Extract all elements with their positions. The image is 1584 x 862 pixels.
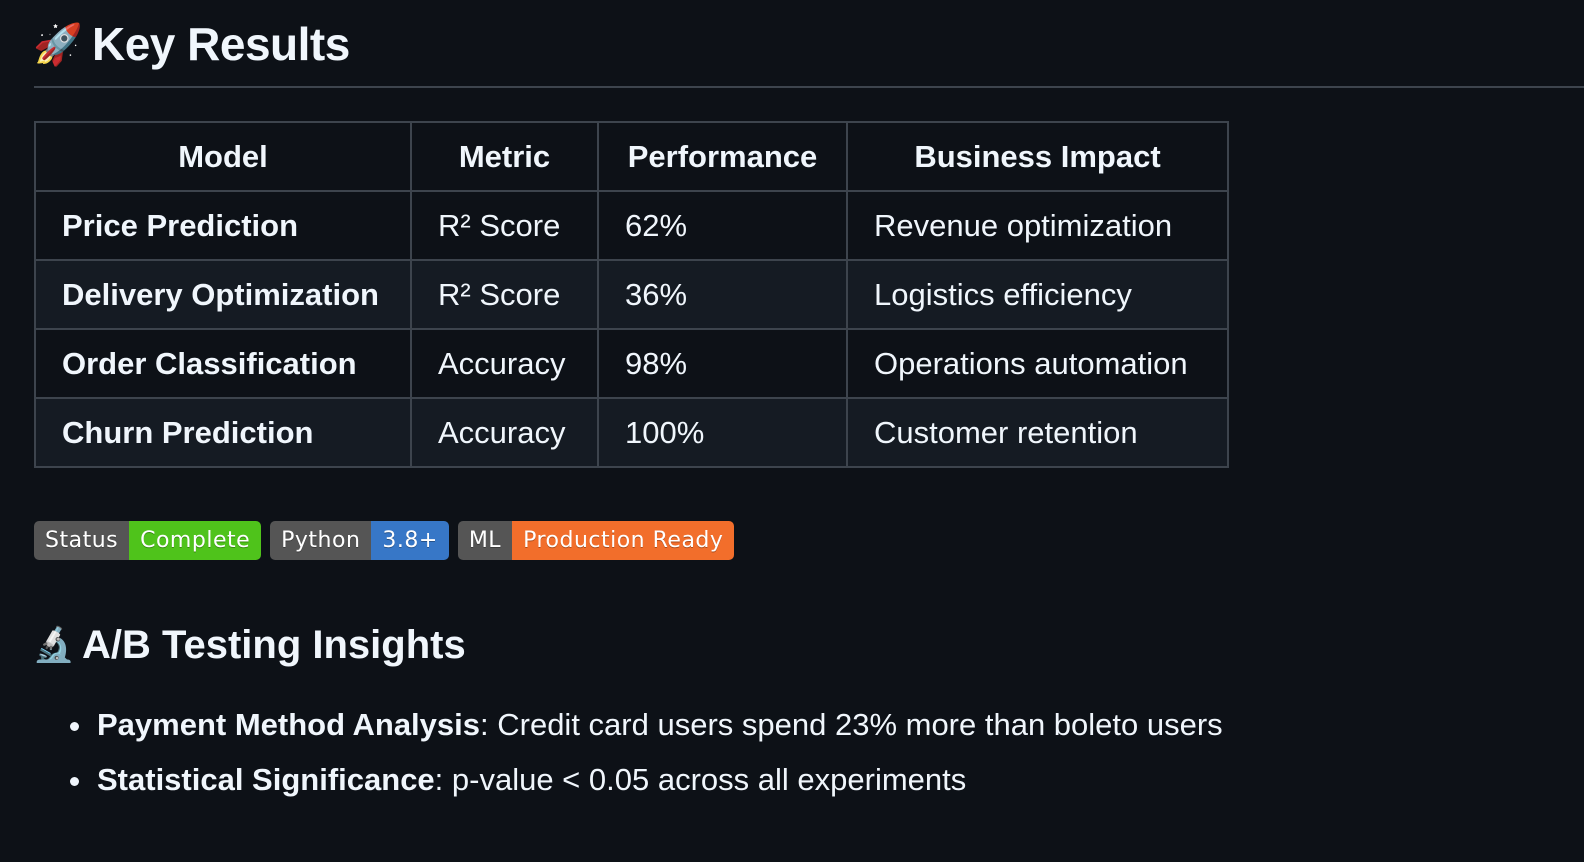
badge-label: ML: [457, 521, 513, 560]
cell-model: Price Prediction: [34, 190, 412, 261]
cell-performance: 100%: [597, 397, 848, 468]
ab-testing-heading: 🔬 A/B Testing Insights: [32, 617, 466, 673]
table-header-row: Model Metric Performance Business Impact: [34, 121, 1229, 192]
microscope-icon: 🔬: [32, 626, 76, 664]
badge-value: Complete: [129, 521, 262, 560]
key-results-title: Key Results: [92, 18, 350, 70]
cell-impact: Operations automation: [846, 328, 1229, 399]
insight-label: Payment Method Analysis: [97, 707, 481, 742]
cell-metric: Accuracy: [410, 328, 599, 399]
ab-testing-title: A/B Testing Insights: [82, 622, 466, 667]
cell-impact: Revenue optimization: [846, 190, 1229, 261]
table-row: Price Prediction R² Score 62% Revenue op…: [34, 190, 1229, 261]
list-item: Statistical Significance: p-value < 0.05…: [70, 755, 1223, 810]
cell-metric: R² Score: [410, 190, 599, 261]
cell-impact: Logistics efficiency: [846, 259, 1229, 330]
header-model: Model: [34, 121, 412, 192]
cell-impact: Customer retention: [846, 397, 1229, 468]
badge-label: Status: [34, 521, 130, 560]
badge-value: 3.8+: [371, 521, 449, 560]
cell-model: Churn Prediction: [34, 397, 412, 468]
cell-model: Delivery Optimization: [34, 259, 412, 330]
badge-row: Status Complete Python 3.8+ ML Productio…: [34, 521, 735, 560]
insight-text: : p-value < 0.05 across all experiments: [434, 762, 967, 797]
header-business-impact: Business Impact: [846, 121, 1229, 192]
badge-label: Python: [270, 521, 372, 560]
insight-label: Statistical Significance: [97, 762, 435, 797]
cell-model: Order Classification: [34, 328, 412, 399]
list-item: Payment Method Analysis: Credit card use…: [70, 700, 1223, 755]
badge-value: Production Ready: [512, 521, 735, 560]
table-row: Order Classification Accuracy 98% Operat…: [34, 328, 1229, 399]
header-metric: Metric: [410, 121, 599, 192]
cell-performance: 36%: [597, 259, 848, 330]
status-badge[interactable]: Status Complete: [34, 521, 262, 560]
cell-metric: Accuracy: [410, 397, 599, 468]
rocket-icon: 🚀: [33, 22, 83, 67]
cell-performance: 62%: [597, 190, 848, 261]
cell-metric: R² Score: [410, 259, 599, 330]
key-results-heading: 🚀 Key Results: [33, 12, 1584, 88]
insights-list: Payment Method Analysis: Credit card use…: [34, 700, 1223, 810]
python-version-badge[interactable]: Python 3.8+: [270, 521, 449, 560]
table-row: Churn Prediction Accuracy 100% Customer …: [34, 397, 1229, 468]
header-performance: Performance: [597, 121, 848, 192]
results-table: Model Metric Performance Business Impact…: [34, 121, 1229, 468]
table-row: Delivery Optimization R² Score 36% Logis…: [34, 259, 1229, 330]
ml-badge[interactable]: ML Production Ready: [457, 521, 735, 560]
cell-performance: 98%: [597, 328, 848, 399]
insight-text: : Credit card users spend 23% more than …: [480, 707, 1223, 742]
